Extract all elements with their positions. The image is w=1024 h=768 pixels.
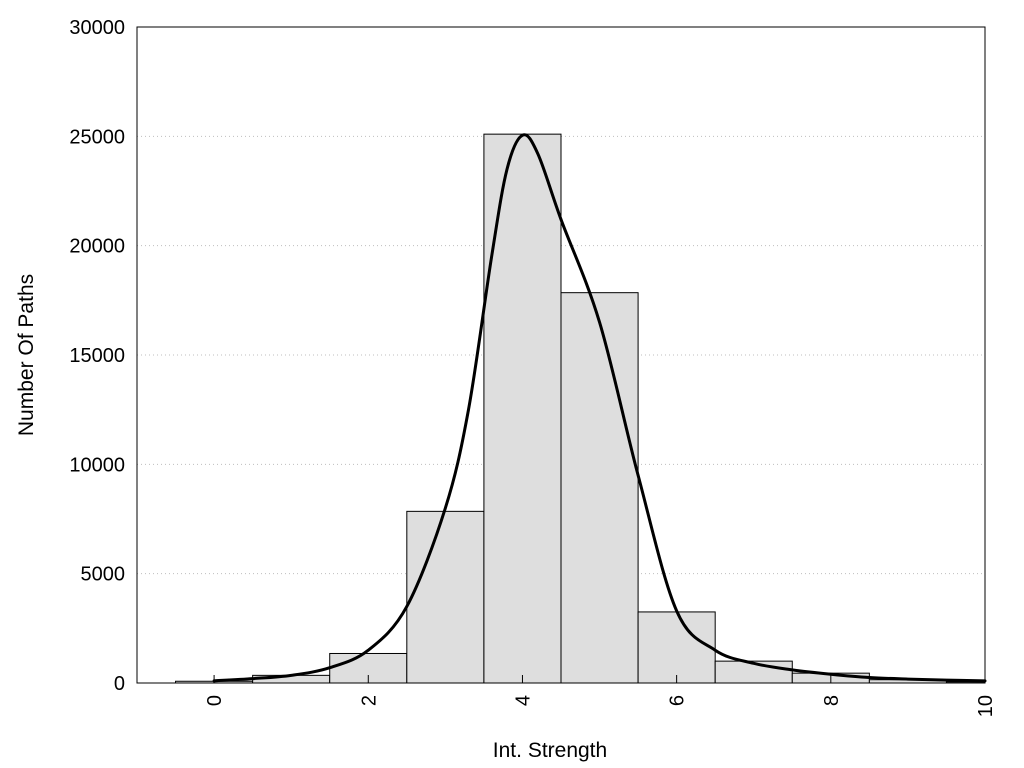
y-tick-label: 10000 [69, 454, 125, 476]
y-tick-label: 5000 [81, 564, 126, 586]
x-tick-label: 8 [821, 695, 843, 706]
x-tick-label: 2 [358, 695, 380, 706]
plot-frame [136, 26, 986, 684]
histogram-bar [637, 611, 716, 684]
histogram-bar [560, 292, 639, 684]
x-tick-label: 0 [204, 695, 226, 706]
y-tick-label: 30000 [69, 17, 125, 39]
y-axis-ticks: 0 5000 10000 15000 20000 25000 30000 [69, 17, 125, 695]
x-axis-ticks: 0 2 4 6 8 10 [204, 675, 997, 717]
histogram-bar [406, 510, 485, 684]
x-axis-title: Int. Strength [493, 739, 607, 762]
y-axis-title: Number Of Paths [15, 274, 38, 436]
y-tick-label: 0 [114, 673, 125, 695]
x-tick-label: 6 [667, 695, 689, 706]
x-tick-label: 4 [512, 695, 534, 706]
y-tick-label: 25000 [69, 126, 125, 148]
x-tick-label: 10 [975, 695, 997, 717]
bars [175, 133, 986, 684]
y-tick-label: 20000 [69, 236, 125, 258]
density-curve [212, 133, 987, 683]
histogram-bar [483, 133, 562, 684]
density-curve-line [212, 133, 987, 683]
y-tick-label: 15000 [69, 345, 125, 367]
